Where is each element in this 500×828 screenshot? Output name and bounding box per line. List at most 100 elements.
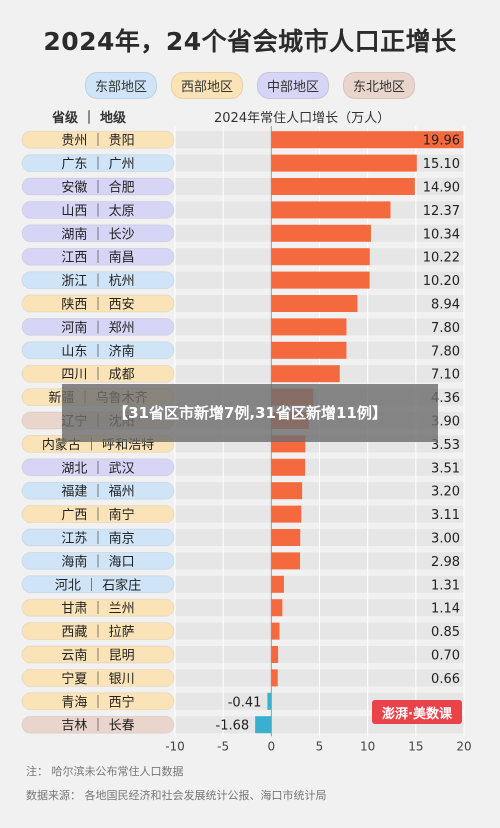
category-pill xyxy=(21,598,175,617)
value-label: 4.36 xyxy=(431,391,460,406)
legend-east: 东部地区 xyxy=(84,72,157,99)
bar xyxy=(271,505,302,523)
value-label: 0.85 xyxy=(431,625,460,640)
bar xyxy=(271,482,303,500)
value-label: 1.31 xyxy=(431,578,460,593)
value-label: 3.20 xyxy=(431,485,460,500)
value-label: 15.10 xyxy=(423,157,460,172)
bar xyxy=(271,154,417,172)
bar xyxy=(271,248,370,266)
page-title: 2024年，24个省会城市人口正增长 xyxy=(43,27,457,56)
value-label: 3.51 xyxy=(431,461,460,476)
footnote-source: 数据来源： 各地国民经济和社会发展统计公报、海口市统计局 xyxy=(26,789,327,802)
category-pill xyxy=(21,271,175,290)
bar xyxy=(271,365,340,383)
legend-northeast: 东北地区 xyxy=(343,72,416,99)
category-label: 云南 ｜ 昆明 xyxy=(61,648,134,664)
bar xyxy=(271,201,391,219)
news-overlay-banner: 【31省区市新增7例,31省区新增11例】 xyxy=(62,384,438,442)
value-label: 14.90 xyxy=(423,181,460,196)
category-label: 江西 ｜ 南昌 xyxy=(61,250,134,266)
x-tick-label: -10 xyxy=(165,739,185,753)
category-pill xyxy=(21,317,175,336)
category-label: 广西 ｜ 南宁 xyxy=(61,507,134,523)
value-label: 1.14 xyxy=(431,602,460,617)
header-growth: 2024年常住人口增长（万人） xyxy=(214,111,391,126)
bar xyxy=(271,318,347,336)
value-label: 7.80 xyxy=(431,321,460,336)
category-pill xyxy=(21,294,175,313)
category-pill xyxy=(21,200,175,219)
bar xyxy=(271,669,278,687)
value-label: 3.90 xyxy=(431,415,460,430)
category-label: 湖南 ｜ 长沙 xyxy=(61,226,134,242)
value-label: 3.00 xyxy=(431,532,460,547)
category-pill xyxy=(21,668,175,687)
bar xyxy=(271,131,464,149)
category-label: 山西 ｜ 太原 xyxy=(61,204,134,219)
category-label: 海南 ｜ 海口 xyxy=(61,554,134,570)
value-label: 0.70 xyxy=(431,649,460,664)
x-tick-label: -5 xyxy=(217,739,229,753)
bar xyxy=(271,599,283,617)
value-label: 7.10 xyxy=(431,368,460,383)
category-label: 宁夏 ｜ 银川 xyxy=(61,671,134,687)
category-pill xyxy=(21,130,175,149)
category-pill xyxy=(21,458,175,477)
value-label: 10.22 xyxy=(423,251,460,266)
value-label: 10.20 xyxy=(423,274,460,289)
bar xyxy=(271,622,280,640)
bar xyxy=(271,295,358,312)
category-label: 湖北 ｜ 武汉 xyxy=(61,461,134,476)
category-pill xyxy=(21,645,175,664)
bar xyxy=(271,646,279,663)
category-pill xyxy=(21,575,175,594)
category-pill xyxy=(21,505,175,524)
category-pill xyxy=(21,551,175,570)
category-label: 山东 ｜ 济南 xyxy=(61,343,134,359)
category-pill xyxy=(21,177,175,196)
category-label: 安徽 ｜ 合肥 xyxy=(61,181,134,196)
bar xyxy=(271,575,284,593)
value-label: 7.80 xyxy=(431,344,460,359)
category-pill xyxy=(21,528,175,547)
value-label: 19.96 xyxy=(423,134,460,149)
category-label: 福建 ｜ 福州 xyxy=(61,485,134,500)
category-pill xyxy=(21,481,175,500)
category-label: 浙江 ｜ 杭州 xyxy=(61,274,134,289)
region-legend: 东部地区 西部地区 中部地区 东北地区 xyxy=(0,72,500,99)
value-label: 3.11 xyxy=(431,508,460,523)
value-label: 8.94 xyxy=(431,298,460,313)
category-label: 四川 ｜ 成都 xyxy=(61,368,134,383)
value-label: 2.98 xyxy=(431,555,460,570)
x-tick-label: 5 xyxy=(316,739,324,753)
category-pill xyxy=(21,154,175,173)
bar xyxy=(255,716,272,734)
bar xyxy=(271,178,415,195)
category-label: 河北 ｜ 石家庄 xyxy=(55,577,141,593)
header-province-city: 省级 ｜ 地级 xyxy=(52,111,127,126)
value-label: 0.66 xyxy=(431,672,460,687)
category-pill xyxy=(21,715,175,734)
category-label: 贵州 ｜ 贵阳 xyxy=(61,134,134,149)
value-label: -1.68 xyxy=(216,719,250,734)
value-label: 12.37 xyxy=(423,204,460,219)
bar xyxy=(271,529,301,546)
category-pill xyxy=(21,364,175,383)
category-label: 河南 ｜ 郑州 xyxy=(61,320,134,336)
bar xyxy=(271,458,306,476)
legend-west: 西部地区 xyxy=(170,72,243,99)
category-label: 甘肃 ｜ 兰州 xyxy=(61,602,134,617)
publisher-logo: 澎湃·美数课 xyxy=(372,700,462,724)
category-label: 吉林 ｜ 长春 xyxy=(61,719,134,734)
bar xyxy=(271,552,301,570)
category-label: 西藏 ｜ 拉萨 xyxy=(61,625,134,640)
category-label: 江苏 ｜ 南京 xyxy=(61,531,134,547)
category-pill xyxy=(21,224,175,243)
category-pill xyxy=(21,692,175,711)
footnote-note: 注： 哈尔滨未公布常住人口数据 xyxy=(26,765,184,778)
bar xyxy=(267,692,272,710)
bar xyxy=(271,341,347,359)
legend-central: 中部地区 xyxy=(257,72,330,99)
